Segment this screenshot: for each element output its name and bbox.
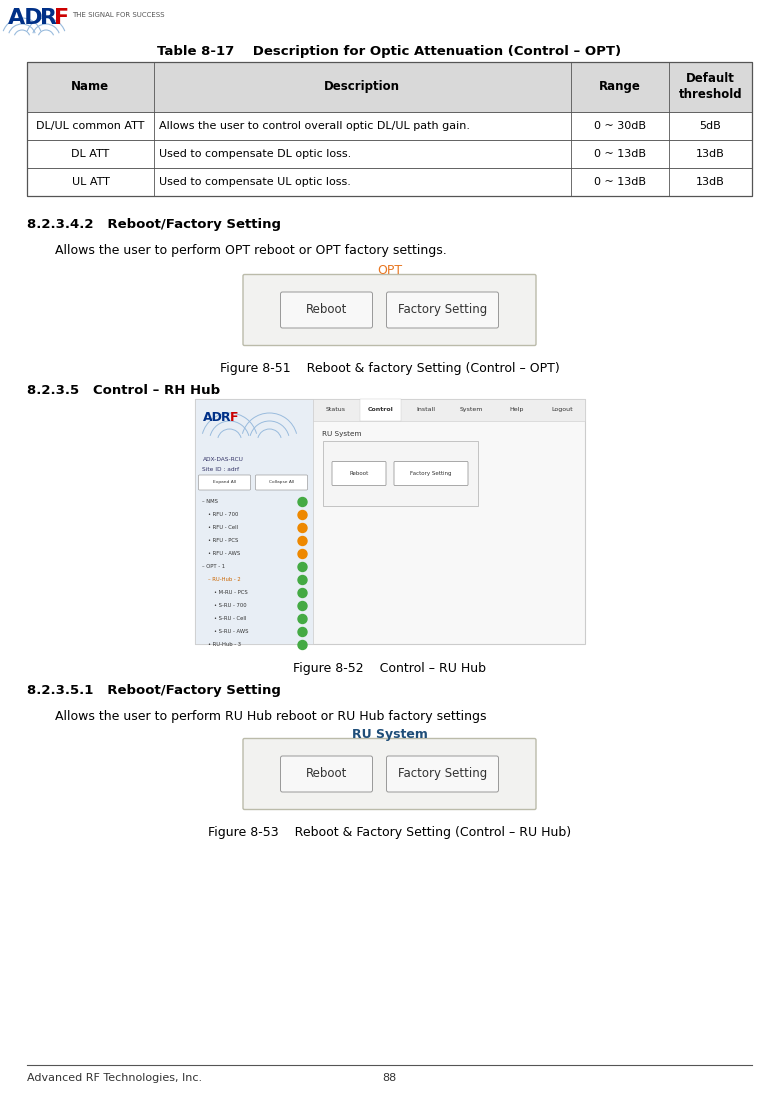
Text: 0 ~ 30dB: 0 ~ 30dB [594,121,646,131]
Circle shape [298,576,307,585]
Text: Help: Help [509,408,523,412]
Bar [27,168,752,196]
Circle shape [298,628,307,636]
Text: • RFU - AWS: • RFU - AWS [209,551,241,556]
Circle shape [298,641,307,650]
Circle shape [298,601,307,611]
FancyBboxPatch shape [256,475,308,490]
FancyBboxPatch shape [332,462,386,486]
Text: • RFU - Cell: • RFU - Cell [209,525,238,530]
Circle shape [298,536,307,545]
Text: 5dB: 5dB [700,121,721,131]
Bar [195,399,312,644]
Text: OPT: OPT [377,264,402,277]
FancyBboxPatch shape [243,275,536,345]
Text: Factory Setting: Factory Setting [411,471,452,476]
Text: Range: Range [599,80,640,93]
Text: Allows the user to perform OPT reboot or OPT factory settings.: Allows the user to perform OPT reboot or… [55,244,446,257]
Circle shape [298,563,307,571]
Text: 8.2.3.5.1   Reboot/Factory Setting: 8.2.3.5.1 Reboot/Factory Setting [27,684,281,697]
Text: R: R [40,8,57,27]
Text: Reboot: Reboot [349,471,368,476]
Bar [312,399,584,421]
FancyBboxPatch shape [394,462,468,486]
Text: • S-RU - Cell: • S-RU - Cell [214,617,247,621]
Circle shape [298,498,307,507]
Text: THE SIGNAL FOR SUCCESS: THE SIGNAL FOR SUCCESS [72,12,164,18]
Text: • RFU - PCS: • RFU - PCS [209,539,239,543]
FancyBboxPatch shape [386,756,499,792]
Bar [360,399,401,421]
Text: Reboot: Reboot [306,767,347,780]
Text: – OPT - 1: – OPT - 1 [203,564,226,569]
Bar [195,399,584,644]
Text: R: R [220,411,230,424]
Text: Factory Setting: Factory Setting [398,303,487,317]
FancyBboxPatch shape [243,739,536,810]
Text: Figure 8-53    Reboot & Factory Setting (Control – RU Hub): Figure 8-53 Reboot & Factory Setting (Co… [208,826,571,839]
Text: F: F [54,8,69,27]
Text: UL ATT: UL ATT [72,177,109,187]
Text: 8.2.3.5   Control – RH Hub: 8.2.3.5 Control – RH Hub [27,384,220,397]
Text: • M-RU - PCS: • M-RU - PCS [214,590,249,595]
Circle shape [298,550,307,558]
Text: – RU-Hub - 2: – RU-Hub - 2 [209,577,241,582]
Text: DL/UL common ATT: DL/UL common ATT [37,121,145,131]
Circle shape [298,614,307,623]
Text: Allows the user to control overall optic DL/UL path gain.: Allows the user to control overall optic… [159,121,470,131]
Text: Expand All: Expand All [213,480,236,485]
Text: DL ATT: DL ATT [72,149,110,159]
Text: AD: AD [203,411,222,424]
Text: Figure 8-51    Reboot & factory Setting (Control – OPT): Figure 8-51 Reboot & factory Setting (Co… [220,362,559,375]
Text: Default
threshold: Default threshold [679,73,742,101]
Text: Table 8-17    Description for Optic Attenuation (Control – OPT): Table 8-17 Description for Optic Attenua… [157,45,622,58]
Text: 13dB: 13dB [696,177,724,187]
Text: Advanced RF Technologies, Inc.: Advanced RF Technologies, Inc. [27,1073,202,1083]
Text: System: System [460,408,483,412]
Circle shape [298,523,307,533]
Text: Figure 8-52    Control – RU Hub: Figure 8-52 Control – RU Hub [293,662,486,675]
Text: AD: AD [8,8,44,27]
Text: – NMS: – NMS [203,499,218,504]
Bar [323,441,478,506]
Text: 8.2.3.4.2   Reboot/Factory Setting: 8.2.3.4.2 Reboot/Factory Setting [27,218,281,231]
FancyBboxPatch shape [199,475,251,490]
Text: ADX-DAS-RCU: ADX-DAS-RCU [203,457,243,462]
Circle shape [298,511,307,520]
Text: Site ID : adrf: Site ID : adrf [203,467,240,471]
Text: Install: Install [416,408,435,412]
Text: Description: Description [324,80,400,93]
Text: 13dB: 13dB [696,149,724,159]
Bar [27,62,752,196]
Text: 0 ~ 13dB: 0 ~ 13dB [594,177,646,187]
Text: • RU-Hub - 3: • RU-Hub - 3 [209,642,241,647]
Bar [27,140,752,168]
Text: Status: Status [325,408,345,412]
Text: F: F [230,411,238,424]
Text: 88: 88 [382,1073,397,1083]
FancyBboxPatch shape [280,756,372,792]
Text: Name: Name [72,80,110,93]
Text: Allows the user to perform RU Hub reboot or RU Hub factory settings: Allows the user to perform RU Hub reboot… [55,710,487,723]
Text: • RFU - 700: • RFU - 700 [209,512,239,517]
Text: Control: Control [368,408,393,412]
Text: Used to compensate DL optic loss.: Used to compensate DL optic loss. [159,149,351,159]
Text: Used to compensate UL optic loss.: Used to compensate UL optic loss. [159,177,351,187]
FancyBboxPatch shape [386,292,499,328]
Text: • S-RU - 700: • S-RU - 700 [214,603,247,608]
Text: • S-RU - AWS: • S-RU - AWS [214,629,249,634]
Text: Factory Setting: Factory Setting [398,767,487,780]
Text: Collapse All: Collapse All [269,480,294,485]
Circle shape [298,588,307,598]
Bar [27,112,752,140]
Text: RU System: RU System [323,431,362,437]
FancyBboxPatch shape [280,292,372,328]
Bar [27,62,752,112]
Text: Logout: Logout [551,408,573,412]
Text: RU System: RU System [351,728,428,741]
Text: 0 ~ 13dB: 0 ~ 13dB [594,149,646,159]
Text: Reboot: Reboot [306,303,347,317]
